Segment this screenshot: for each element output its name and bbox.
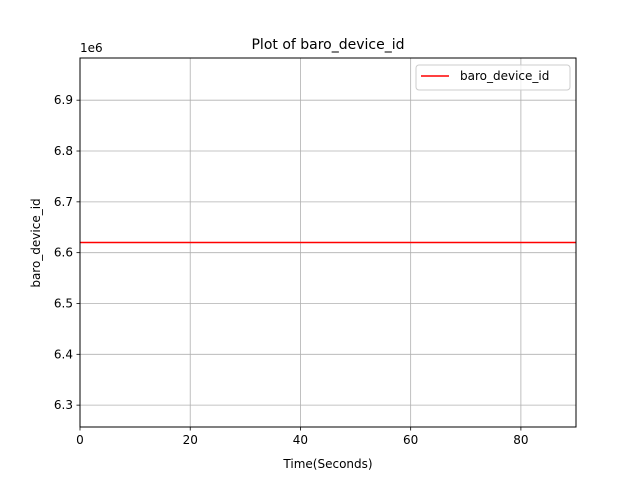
y-tick-label: 6.6 (54, 246, 73, 260)
y-tick-label: 6.3 (54, 398, 73, 412)
x-axis-label: Time(Seconds) (282, 457, 372, 471)
plot-frame (79, 57, 577, 428)
x-tick-label: 80 (513, 433, 528, 447)
legend-entry-label: baro_device_id (460, 69, 549, 83)
legend-box (415, 64, 571, 91)
chart-title: Plot of baro_device_id (251, 37, 404, 53)
x-tick-label: 60 (403, 433, 418, 447)
y-tick-label: 6.8 (54, 144, 73, 158)
x-axis-ticks: 0 20 40 60 80 (76, 427, 529, 447)
y-tick-label: 6.5 (54, 296, 73, 310)
x-tick-label: 20 (183, 433, 198, 447)
y-tick-label: 6.7 (54, 195, 73, 209)
y-axis-offset-text: 1e6 (80, 41, 103, 55)
y-axis-label: baro_device_id (29, 198, 43, 287)
legend: baro_device_id (415, 64, 571, 91)
x-tick-label: 0 (76, 433, 84, 447)
y-tick-label: 6.4 (54, 347, 73, 361)
y-axis-ticks: 6.3 6.4 6.5 6.6 6.7 6.8 6.9 (54, 93, 80, 412)
x-tick-label: 40 (293, 433, 308, 447)
y-tick-label: 6.9 (54, 93, 73, 107)
